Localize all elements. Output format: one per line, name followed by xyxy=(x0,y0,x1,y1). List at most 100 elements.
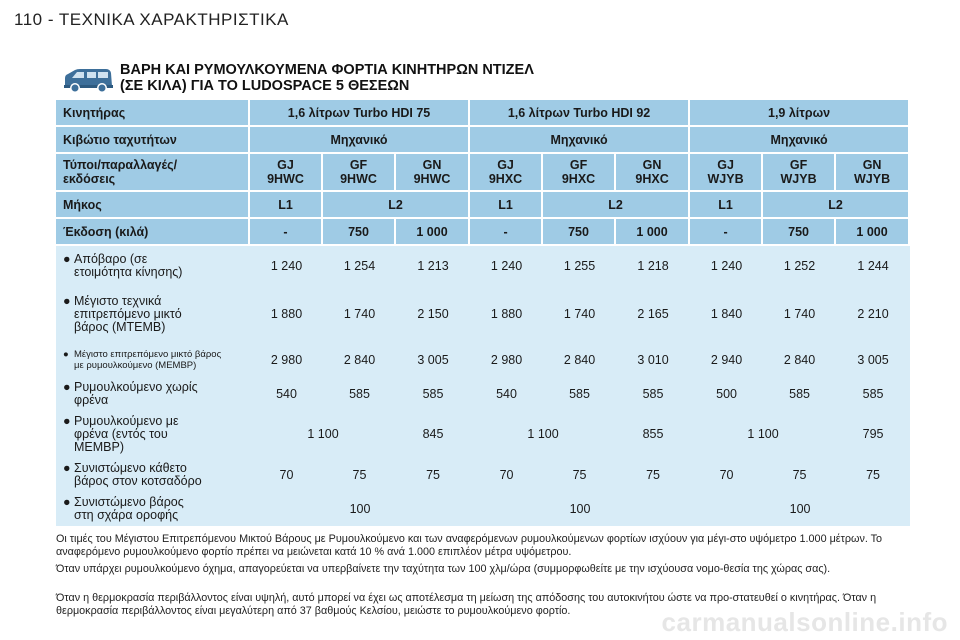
cell: 1,9 λίτρων xyxy=(690,100,911,127)
cell: GN WJYB xyxy=(836,154,911,192)
cell: 540 xyxy=(470,378,544,410)
cell: 75 xyxy=(763,458,837,492)
cell: 585 xyxy=(763,378,837,410)
cell: 1 244 xyxy=(836,246,911,286)
cell: 100 xyxy=(470,492,691,526)
cell: 585 xyxy=(323,378,396,410)
cell: 1 000 xyxy=(616,219,691,246)
cell: 1 740 xyxy=(763,286,837,342)
cell: 2 980 xyxy=(470,342,544,378)
cell: GF 9HXC xyxy=(543,154,617,192)
cell: 1 100 xyxy=(250,410,396,458)
row-label: Τύποι/παραλλαγές/εκδόσεις xyxy=(56,154,250,192)
cell: 1 100 xyxy=(470,410,617,458)
cell: 2 840 xyxy=(543,342,617,378)
cell: 3 005 xyxy=(396,342,471,378)
cell: GJ 9HXC xyxy=(470,154,544,192)
cell: 75 xyxy=(836,458,911,492)
spec-table: Κινητήρας 1,6 λίτρων Turbo HDI 75 1,6 λί… xyxy=(56,100,911,526)
cell: 1 252 xyxy=(763,246,837,286)
cell: 585 xyxy=(616,378,691,410)
row-label: ● Ρυμουλκούμενο χωρίς φρένα xyxy=(56,378,250,410)
cell: 75 xyxy=(323,458,396,492)
row-label: ● Συνιστώμενο κάθετο βάρος στον κοτσαδόρο xyxy=(56,458,250,492)
cell: 75 xyxy=(396,458,471,492)
row-label: ● Απόβαρο (σε ετοιμότητα κίνησης) xyxy=(56,246,250,286)
cell: 1 740 xyxy=(323,286,396,342)
cell: 100 xyxy=(250,492,471,526)
cell: - xyxy=(250,219,323,246)
row-label: Κιβώτιο ταχυτήτων xyxy=(56,127,250,154)
cell: GF 9HWC xyxy=(323,154,396,192)
cell: GJ 9HWC xyxy=(250,154,323,192)
cell: 100 xyxy=(690,492,911,526)
cell: 2 840 xyxy=(763,342,837,378)
cell: 585 xyxy=(396,378,471,410)
cell: 2 150 xyxy=(396,286,471,342)
cell: 1 254 xyxy=(323,246,396,286)
cell: 1 840 xyxy=(690,286,764,342)
row-types: Τύποι/παραλλαγές/εκδόσεις GJ 9HWC GF 9HWC … xyxy=(56,154,911,192)
row-version: Έκδοση (κιλά) - 750 1 000 - 750 1 000 - … xyxy=(56,219,911,246)
cell: 500 xyxy=(690,378,764,410)
cell: 1 240 xyxy=(470,246,544,286)
row-mtem: ● Μέγιστο τεχνικά επιτρεπόμενο μικτό βάρος … xyxy=(56,286,911,342)
cell: 795 xyxy=(836,410,911,458)
cell: 3 010 xyxy=(616,342,691,378)
cell: 540 xyxy=(250,378,323,410)
row-engine: Κινητήρας 1,6 λίτρων Turbo HDI 75 1,6 λί… xyxy=(56,100,911,127)
cell: Μηχανικό xyxy=(690,127,911,154)
cell: 1 100 xyxy=(690,410,837,458)
row-unbraked-trailer: ● Ρυμουλκούμενο χωρίς φρένα 540 585 585 54… xyxy=(56,378,911,410)
cell: GN 9HXC xyxy=(616,154,691,192)
cell: L2 xyxy=(323,192,471,219)
cell: 1 240 xyxy=(690,246,764,286)
cell: 750 xyxy=(323,219,396,246)
cell: 75 xyxy=(543,458,617,492)
page-title: 110 - ΤΕΧΝΙΚΑ ΧΑΡΑΚΤΗΡΙΣΤΙΚΑ xyxy=(14,10,289,29)
cell: 70 xyxy=(250,458,323,492)
cell: L2 xyxy=(763,192,911,219)
note-paragraph: Όταν η θερμοκρασία περιβάλλοντος είναι υ… xyxy=(56,592,877,617)
row-roof-load: ● Συνιστώμενο βάρος στη σχάρα οροφής 100 1… xyxy=(56,492,911,526)
cell: L1 xyxy=(470,192,544,219)
cell: 1 000 xyxy=(396,219,471,246)
cell: 3 005 xyxy=(836,342,911,378)
cell: 845 xyxy=(396,410,471,458)
note-paragraph: Όταν υπάρχει ρυμουλκούμενο όχημα, απαγορ… xyxy=(56,563,831,575)
cell: 1 240 xyxy=(250,246,323,286)
cell: 1 880 xyxy=(250,286,323,342)
watermark: carmanualsonline.info xyxy=(661,607,948,637)
cell: 1 213 xyxy=(396,246,471,286)
cell: 1 880 xyxy=(470,286,544,342)
row-label: ● Συνιστώμενο βάρος στη σχάρα οροφής xyxy=(56,492,250,526)
cell: 855 xyxy=(616,410,691,458)
note-paragraph: Οι τιμές του Μέγιστου Επιτρεπόμενου Μικτ… xyxy=(56,533,883,558)
row-label: Έκδοση (κιλά) xyxy=(56,219,250,246)
row-label: Μήκος xyxy=(56,192,250,219)
row-braked-trailer: ● Ρυμουλκούμενο με φρένα (εντός του MEMBP) … xyxy=(56,410,911,458)
cell: L2 xyxy=(543,192,691,219)
cell: 585 xyxy=(543,378,617,410)
cell: 750 xyxy=(543,219,617,246)
cell: 70 xyxy=(690,458,764,492)
cell: GN 9HWC xyxy=(396,154,471,192)
cell: Μηχανικό xyxy=(250,127,471,154)
cell: 1,6 λίτρων Turbo HDI 75 xyxy=(250,100,471,127)
row-kerb-weight: ● Απόβαρο (σε ετοιμότητα κίνησης) 1 240 1 … xyxy=(56,246,911,286)
van-icon xyxy=(64,69,113,93)
cell: GF WJYB xyxy=(763,154,837,192)
section-title: ΒΑΡΗ ΚΑΙ ΡΥΜΟΥΛΚΟΥΜΕΝΑ ΦΟΡΤΙΑ ΚΙΝΗΤΗΡΩΝ … xyxy=(120,62,534,94)
cell: 585 xyxy=(836,378,911,410)
row-gearbox: Κιβώτιο ταχυτήτων Μηχανικό Μηχανικό Μηχα… xyxy=(56,127,911,154)
cell: 70 xyxy=(470,458,544,492)
row-label: ● Ρυμουλκούμενο με φρένα (εντός του MEMBP) xyxy=(56,410,250,458)
row-mtembr: ● Μέγιστο επιτρεπόμενο μικτό βάρος με ρυμο… xyxy=(56,342,911,378)
cell: 2 165 xyxy=(616,286,691,342)
row-label: ● Μέγιστο επιτρεπόμενο μικτό βάρος με ρυμο… xyxy=(56,342,250,378)
row-label: ● Μέγιστο τεχνικά επιτρεπόμενο μικτό βάρος … xyxy=(56,286,250,342)
cell: L1 xyxy=(250,192,323,219)
cell: 1 255 xyxy=(543,246,617,286)
cell: L1 xyxy=(690,192,764,219)
row-nose-weight: ● Συνιστώμενο κάθετο βάρος στον κοτσαδόρο … xyxy=(56,458,911,492)
